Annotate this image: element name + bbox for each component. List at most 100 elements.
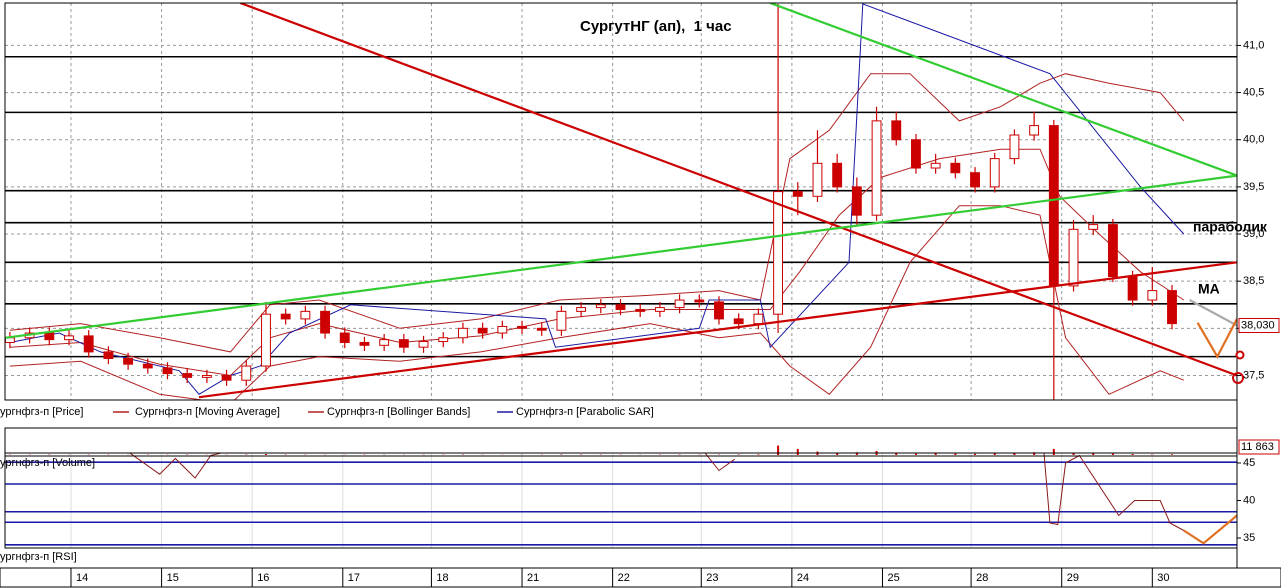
candle-body [851,186,862,216]
volume-bar [934,453,937,455]
candle-body [123,358,134,365]
x-tick-label: 17 [348,572,360,584]
candle-body [398,339,409,348]
candle-body [300,310,311,320]
x-tick-label: 21 [527,572,539,584]
candle-body [911,139,921,169]
volume-bar [777,445,780,455]
volume-bar [1013,452,1016,455]
trend-line [769,3,1237,177]
volume-bar [974,453,977,455]
candle-body [241,365,252,381]
x-tick-label: 16 [257,572,269,584]
candle-body [221,374,232,381]
volume-bar [836,452,839,455]
candle-body [891,120,902,141]
x-tick-label: 28 [976,572,988,584]
candle-body [714,301,724,320]
candle-body [1147,290,1158,301]
candle-body [1167,290,1177,325]
candle-body [576,307,587,312]
candle-body [970,172,980,188]
candle-body [64,335,74,341]
indicator-line [9,205,1184,400]
volume-bar [1033,452,1036,455]
volume-bar [264,453,267,455]
candle-body [536,327,547,331]
candle-body [556,310,567,331]
candle-body [201,374,212,378]
trend-line [240,3,1237,377]
candle-body [792,191,803,197]
volume-bar [1072,452,1075,455]
volume-bar [1131,453,1134,455]
candle-body [753,313,764,325]
y-tick-label: 41,0 [1243,39,1264,51]
x-tick-label: 18 [436,572,448,584]
candle-body [694,299,705,303]
candle-body [142,363,153,369]
panel-label: ургнфгз-п [RSI] [0,551,77,563]
y-tick-label: 39,5 [1243,181,1264,193]
volume-bar [1052,448,1055,455]
candle-body [379,339,390,346]
candle-body [1107,224,1118,277]
y-tick-label: 35 [1243,532,1255,544]
candle-body [477,327,488,334]
candle-body [812,162,823,197]
x-tick-label: 25 [887,572,899,584]
x-tick-label: 24 [797,572,809,584]
y-tick-label: 40,0 [1243,134,1264,146]
y-tick-label: 39,0 [1243,228,1264,240]
last-volume-label: 11 863 [1241,441,1274,453]
rsi-forecast [1183,514,1237,545]
x-tick-label: 22 [618,572,630,584]
candle-body [438,337,449,343]
candle-body [930,162,941,169]
y-tick-label: 38,5 [1243,275,1264,287]
marker [1232,372,1244,384]
volume-bar [1111,453,1114,455]
volume-bar [757,454,760,455]
candle-body [497,325,508,334]
candle-body [339,332,350,343]
candle-body [674,299,685,309]
candle-body [595,304,606,309]
annotation: MA [1198,281,1220,297]
marker [1235,350,1245,360]
annotation: параболик [1193,219,1268,235]
volume-bar [954,453,957,455]
legend-entry: Сургнфгз-п [Parabolic SAR] [516,406,654,418]
x-tick-label: 15 [167,572,179,584]
volume-bar [993,453,996,455]
chart-title: СургутНГ (ап), 1 час [580,18,732,35]
candle-body [1009,134,1020,160]
date-axis-frame [0,567,1281,588]
candle-body [359,341,370,346]
candle-body [950,162,961,174]
candle-body [871,120,882,216]
panel-label: ургнфгз-п [Volume] [0,457,95,469]
candle-body [44,332,55,341]
trend-line [1189,299,1237,327]
candle-body [1029,125,1040,136]
candle-body [458,327,468,339]
y-tick-label: 37,5 [1243,369,1264,381]
candle-body [635,308,646,312]
candle-body [615,304,626,310]
x-tick-label: 29 [1067,572,1079,584]
candle-body [418,341,429,348]
last-volume-box [1238,439,1280,455]
volume-bar [1092,453,1095,455]
x-tick-label: 23 [706,572,718,584]
y-tick-label: 40,5 [1243,86,1264,98]
trend-line [198,261,1237,399]
legend-entry: ургнфгз-п [Price] [0,406,83,418]
candle-body [832,162,843,188]
candle-body [1048,125,1059,287]
volume-bar [1171,454,1174,455]
candle-body [103,351,114,360]
